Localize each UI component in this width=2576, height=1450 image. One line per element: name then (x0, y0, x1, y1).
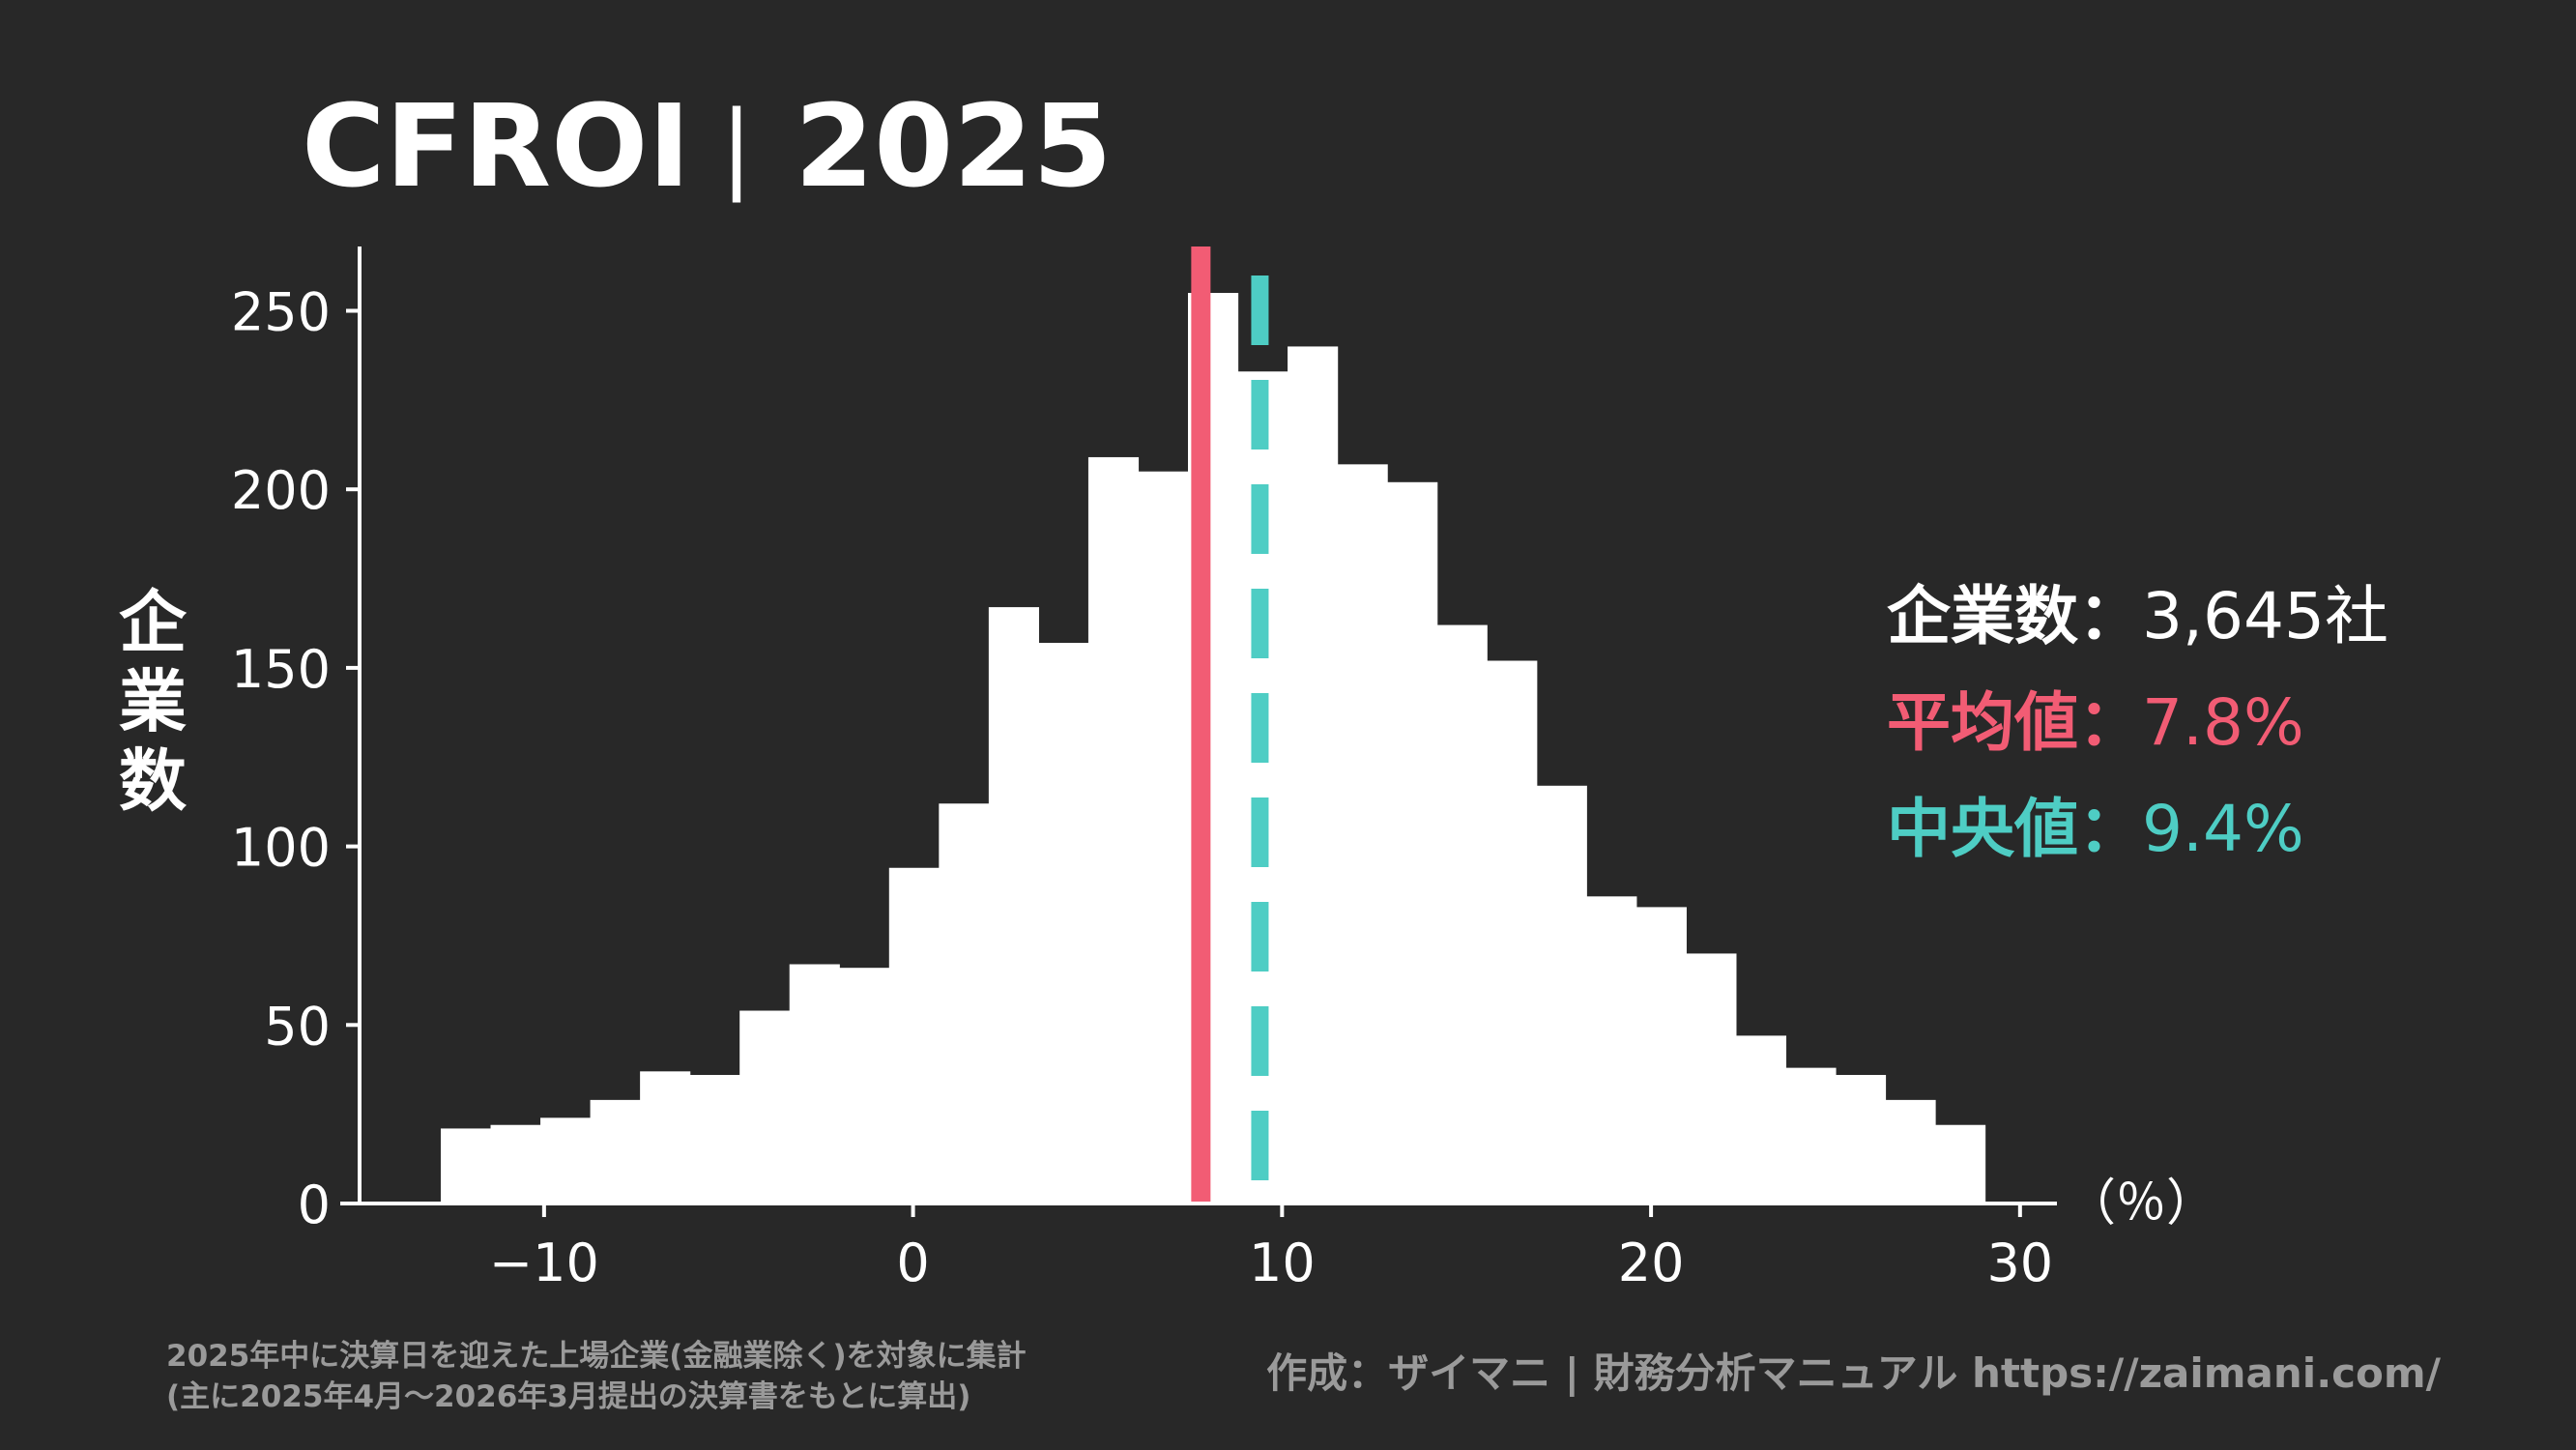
histogram-bar (739, 1010, 791, 1204)
histogram-bar (1436, 624, 1488, 1204)
histogram-bar (440, 1128, 492, 1204)
median-value: 9.4% (2142, 792, 2304, 866)
histogram-bar (1536, 785, 1587, 1204)
y-tick-label: 100 (231, 818, 331, 879)
chart-title: CFROI (302, 79, 690, 213)
histogram-bar (1635, 907, 1687, 1204)
reference-lines (1191, 246, 1269, 1204)
histogram-bar (590, 1099, 641, 1204)
histogram-bar (1935, 1124, 1986, 1204)
y-tick-label: 250 (231, 281, 331, 342)
median-stat: 中央値：9.4% (1887, 792, 2304, 866)
count-value: 3,645社 (2142, 579, 2388, 653)
histogram-bar (1387, 481, 1438, 1204)
histogram-bar (1885, 1099, 1936, 1204)
y-tick-label: 0 (298, 1174, 331, 1235)
y-tick-label: 50 (264, 996, 331, 1057)
y-tick-labels: 0 50 100 150 200 250 (231, 281, 360, 1235)
footer-note-line2: (主に2025年4月～2026年3月提出の決算書をもとに算出) (166, 1379, 970, 1414)
histogram-bar (540, 1117, 592, 1204)
x-tick-label: 0 (896, 1232, 929, 1293)
count-colon: ： (2078, 579, 2142, 653)
median-label: 中央値 (1887, 792, 2078, 866)
histogram-bar (1487, 660, 1538, 1204)
histogram-bar (1087, 456, 1140, 1204)
histogram-bar (490, 1124, 541, 1204)
histogram-bar (988, 607, 1039, 1204)
y-axis-label-char: 企 (119, 583, 188, 662)
y-tick-label: 200 (231, 460, 331, 521)
histogram-bar (1138, 471, 1189, 1204)
y-axis-label: 企業数 (119, 583, 188, 821)
mean-value: 7.8% (2142, 685, 2304, 760)
y-axis-label-char: 数 (119, 741, 187, 821)
bars-group (440, 293, 1986, 1204)
histogram-bar (1785, 1067, 1837, 1204)
histogram-bar (1835, 1075, 1887, 1204)
footer-credit: 作成：ザイマニ | 財務分析マニュアル https://zaimani.com/ (1266, 1349, 2442, 1397)
histogram-bar (1586, 896, 1637, 1204)
histogram-bar (640, 1071, 691, 1204)
axes-group (340, 246, 2057, 1205)
mean-stat: 平均値：7.8% (1887, 685, 2304, 760)
x-tick-label: 30 (1986, 1232, 2053, 1293)
histogram-bar (839, 968, 890, 1204)
histogram-bar (1686, 953, 1737, 1204)
histogram-bar (689, 1075, 740, 1204)
histogram-bar (1735, 1035, 1787, 1204)
count-stat: 企業数：3,645社 (1887, 579, 2388, 653)
histogram-bar (888, 867, 940, 1204)
x-tick-label: 20 (1618, 1232, 1685, 1293)
median-colon: ： (2078, 792, 2142, 866)
histogram-bar (1288, 346, 1339, 1204)
mean-colon: ： (2078, 685, 2142, 760)
stats-legend: 企業数：3,645社 平均値：7.8% 中央値：9.4% (1887, 579, 2388, 866)
mean-label: 平均値 (1887, 685, 2078, 760)
count-label: 企業数 (1887, 579, 2078, 653)
y-axis-label-char: 業 (119, 662, 187, 741)
chart-year: 2025 (795, 79, 1112, 213)
x-tick-label: 10 (1249, 1232, 1316, 1293)
histogram-bar (789, 964, 840, 1204)
x-axis-label: （％） (2066, 1174, 2216, 1232)
y-tick-label: 150 (231, 639, 331, 700)
x-tick-labels: −10 0 10 20 30 (489, 1204, 2053, 1293)
histogram-bar (939, 803, 990, 1204)
histogram-bar (1038, 643, 1089, 1204)
footer-note-line1: 2025年中に決算日を迎えた上場企業(金融業除く)を対象に集計 (166, 1339, 1027, 1374)
histogram-bar (1337, 464, 1388, 1204)
title-separator: | (720, 90, 753, 203)
x-tick-label: −10 (489, 1232, 599, 1293)
